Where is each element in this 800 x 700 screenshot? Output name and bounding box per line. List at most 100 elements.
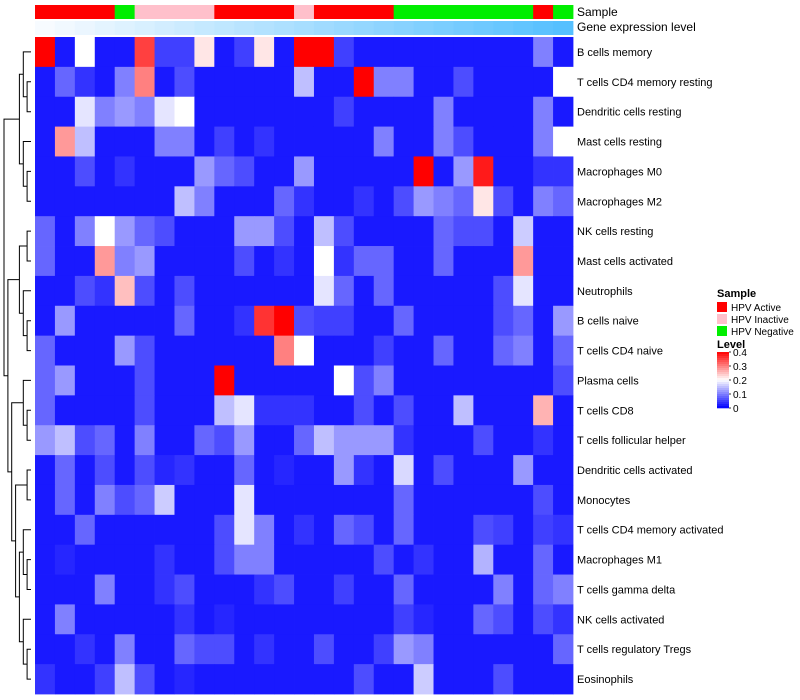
heatmap-cell: [154, 335, 175, 366]
sample-annotation-cell: [333, 5, 355, 19]
heatmap-cell: [294, 186, 315, 217]
heatmap-cell: [214, 66, 235, 98]
heatmap-cell: [473, 66, 494, 98]
heatmap-cell: [134, 514, 155, 546]
heatmap-cell: [194, 604, 215, 635]
heatmap-cell: [553, 275, 574, 307]
heatmap-grid: [35, 37, 574, 695]
heatmap-cell: [393, 484, 414, 516]
heatmap-cell: [174, 66, 195, 98]
heatmap-cell: [533, 186, 554, 217]
heatmap-cell: [35, 216, 56, 247]
heatmap-cell: [214, 96, 235, 127]
heatmap-cell: [74, 216, 96, 247]
heatmap-cell: [413, 544, 434, 575]
level-gradient-segment: [717, 380, 729, 383]
heatmap-cell: [413, 37, 434, 68]
heatmap-cell: [413, 246, 434, 277]
heatmap-cell: [353, 335, 375, 366]
heatmap-cell: [333, 96, 355, 127]
heatmap-cell: [74, 395, 96, 426]
heatmap-cell: [533, 156, 554, 187]
heatmap-cell: [373, 634, 395, 665]
heatmap-cell: [453, 216, 474, 247]
heatmap-cell: [194, 275, 215, 307]
heatmap-cell: [433, 455, 454, 486]
heatmap-cell: [493, 484, 514, 516]
heatmap-cell: [35, 455, 56, 486]
heatmap-cell: [134, 66, 155, 98]
heatmap-cell: [154, 96, 175, 127]
heatmap-cell: [274, 156, 295, 187]
heatmap-cell: [134, 604, 155, 635]
heatmap-cell: [154, 186, 175, 217]
heatmap-cell: [453, 574, 474, 605]
heatmap-cell: [433, 514, 454, 546]
level-gradient-segment: [717, 370, 729, 373]
heatmap-cell: [473, 186, 494, 217]
heatmap-cell: [473, 216, 494, 247]
heatmap-cell: [254, 425, 275, 456]
heatmap-cell: [214, 395, 235, 426]
heatmap-cell: [553, 126, 574, 157]
legend-item-label: HPV Negative: [731, 327, 794, 338]
heatmap-cell: [413, 484, 434, 516]
heatmap-cell: [473, 365, 494, 396]
heatmap-cell: [313, 246, 335, 277]
heatmap-cell: [473, 275, 494, 307]
heatmap-cell: [373, 186, 395, 217]
expression-annotation-cell: [114, 21, 136, 35]
heatmap-cell: [413, 275, 434, 307]
heatmap-cell: [254, 96, 275, 127]
heatmap-cell: [74, 246, 96, 277]
heatmap-cell: [393, 96, 414, 127]
heatmap-cell: [413, 574, 434, 605]
heatmap-cell: [333, 574, 355, 605]
heatmap-cell: [154, 574, 175, 605]
heatmap-cell: [54, 66, 76, 98]
heatmap-cell: [493, 246, 514, 277]
heatmap-cell: [493, 216, 514, 247]
heatmap-cell: [513, 335, 534, 366]
heatmap-cell: [533, 335, 554, 366]
heatmap-cell: [513, 305, 534, 337]
heatmap-cell: [214, 484, 235, 516]
heatmap-cell: [174, 156, 195, 187]
heatmap-cell: [214, 514, 235, 546]
heatmap-cell: [393, 37, 414, 68]
row-label: T cells regulatory Tregs: [577, 644, 692, 656]
legend-swatch: [717, 314, 727, 324]
heatmap-cell: [94, 544, 116, 575]
heatmap-cell: [353, 216, 375, 247]
heatmap-cell: [54, 395, 76, 426]
heatmap-cell: [493, 66, 514, 98]
heatmap-cell: [54, 604, 76, 635]
heatmap-cell: [35, 66, 56, 98]
heatmap-cell: [553, 634, 574, 665]
heatmap-cell: [154, 66, 175, 98]
heatmap-cell: [493, 275, 514, 307]
heatmap-cell: [154, 246, 175, 277]
heatmap-cell: [353, 634, 375, 665]
heatmap-cell: [35, 37, 56, 68]
heatmap-cell: [134, 246, 155, 277]
heatmap-cell: [174, 126, 195, 157]
heatmap-cell: [114, 634, 136, 665]
heatmap-cell: [473, 574, 494, 605]
heatmap-cell: [274, 425, 295, 456]
heatmap-cell: [313, 514, 335, 546]
sample-annotation-cell: [453, 5, 474, 19]
heatmap-cell: [114, 544, 136, 575]
heatmap-cell: [333, 66, 355, 98]
heatmap-cell: [234, 37, 255, 68]
heatmap-cell: [453, 66, 474, 98]
heatmap-cell: [393, 514, 414, 546]
sample-annotation-cell: [353, 5, 375, 19]
heatmap-cell: [313, 395, 335, 426]
heatmap-cell: [513, 425, 534, 456]
heatmap-cell: [134, 574, 155, 605]
heatmap-cell: [473, 305, 494, 337]
level-gradient-segment: [717, 364, 729, 367]
heatmap-cell: [413, 335, 434, 366]
heatmap-cell: [413, 216, 434, 247]
